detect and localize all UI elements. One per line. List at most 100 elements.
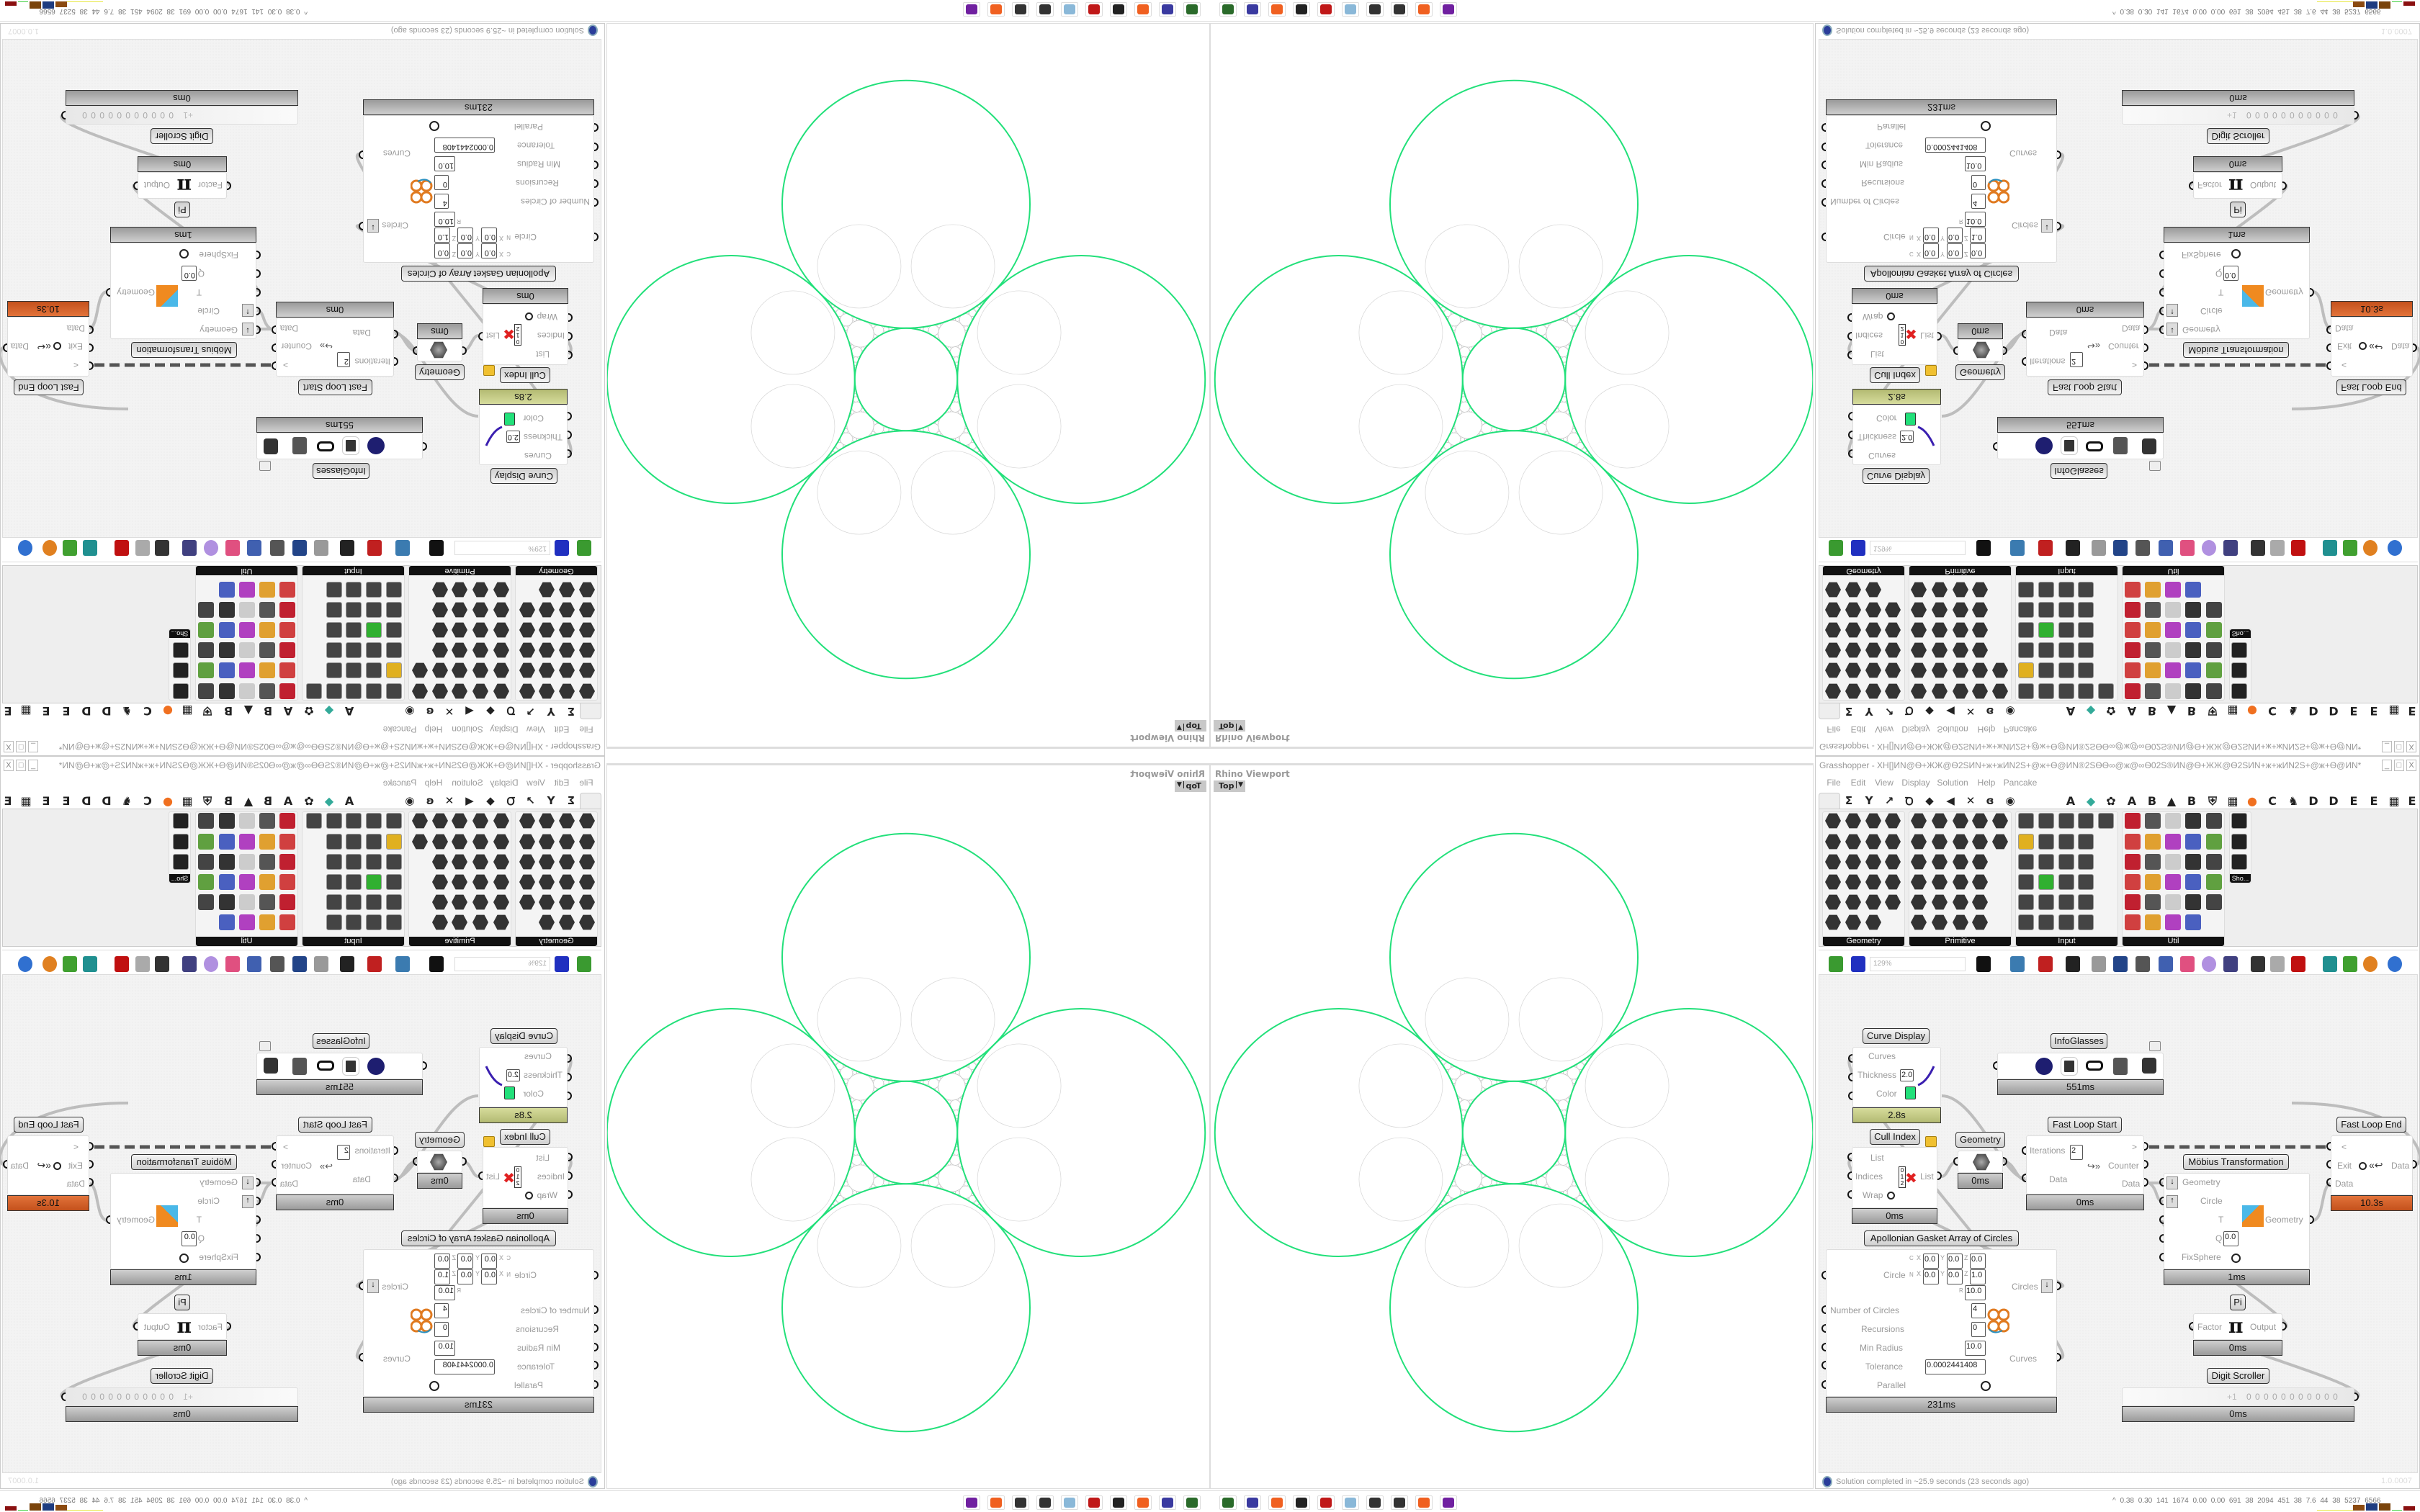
tab-plugin-icon[interactable]: ⛨ [2208,794,2218,808]
geometry-param-component[interactable] [1958,339,2003,361]
input-port[interactable] [1847,1153,1852,1161]
maths-icon[interactable]: Σ [1845,794,1853,807]
grid-icon[interactable] [2061,436,2078,455]
new-file-icon[interactable] [1829,956,1843,972]
thickness-value[interactable]: 2.0 [1900,431,1914,443]
ribbon-component-icon[interactable] [2185,914,2201,930]
chevron-down-icon[interactable]: ▼ [1236,781,1243,788]
ribbon-component-icon[interactable] [2018,914,2034,930]
taskbar-app-button[interactable] [1317,2,1335,17]
glasses-icon[interactable] [2086,1061,2103,1071]
mobius-label[interactable]: Möbius Transformation [2183,342,2289,358]
transform-icon[interactable]: ɞ [1986,794,1994,807]
shaded-icon[interactable] [2251,956,2265,972]
ribbon-component-icon[interactable] [2078,874,2094,890]
input-port[interactable] [1821,198,1826,207]
output-port[interactable] [359,1353,363,1362]
geometry-param-component[interactable] [417,339,462,361]
glasses-icon[interactable] [317,441,334,451]
ribbon-component-icon[interactable] [2206,874,2222,890]
ribbon-component-icon[interactable] [1972,914,1988,930]
q-value[interactable]: 0.0 [182,1231,197,1246]
input-port[interactable] [2326,1142,2331,1151]
ribbon-component-icon[interactable] [2038,914,2054,930]
ribbon-component-icon[interactable] [2165,813,2181,829]
toggle-icon[interactable] [179,1254,189,1263]
fast-loop-start-label[interactable]: Fast Loop Start [2048,379,2122,395]
ribbon-component-icon[interactable] [1953,813,1968,829]
ribbon-component-icon[interactable] [1865,894,1881,910]
ribbon-component-icon[interactable] [1932,874,1948,890]
curve-display-label[interactable]: Curve Display [490,468,557,484]
input-port[interactable] [1848,412,1852,420]
bake-icon[interactable] [2066,956,2080,972]
taskbar-app-button[interactable] [1366,2,1384,17]
pi-component[interactable]: Factor π Output [138,172,227,199]
tab-plugin-b[interactable]: B [2187,794,2197,808]
normal-y-field[interactable]: 0.0 [1947,1269,1963,1284]
input-port[interactable] [1821,1324,1826,1333]
output-port[interactable] [3,1160,7,1169]
digit-scroller-label[interactable]: Digit Scroller [151,128,213,144]
glasses-icon[interactable] [317,1061,334,1071]
ribbon-component-icon[interactable] [1865,854,1881,870]
taskbar-app-button[interactable] [1415,2,1433,17]
input-port[interactable] [2022,1146,2026,1155]
taskbar-app-button[interactable] [1110,1495,1127,1510]
input-port[interactable] [2326,1178,2331,1187]
taskbar-app-button[interactable] [963,2,980,17]
output-port[interactable] [2310,1215,2314,1224]
cabinet-icon[interactable] [2113,437,2128,454]
output-port[interactable] [1937,1171,1942,1180]
output-port[interactable] [61,111,66,120]
ribbon-component-icon[interactable] [2078,894,2094,910]
ribbon-component-icon[interactable] [2125,813,2141,829]
tab-plugin-icon[interactable]: ♞ [2287,794,2299,808]
output-port[interactable] [413,346,417,355]
geometry-param-component[interactable] [1958,1151,2003,1173]
infoglasses-component[interactable] [256,1053,423,1079]
input-port[interactable] [1953,1157,1958,1166]
help-box-icon[interactable] [2180,956,2195,972]
taskbar-app-button[interactable] [1268,2,1286,17]
sphere-blue-icon[interactable] [2388,956,2402,972]
input-port[interactable] [1847,313,1852,322]
apollonian-label[interactable]: Apollonian Gasket Array of Circles [1864,1230,2019,1246]
ribbon-component-icon[interactable] [2185,894,2201,910]
normal-y-field[interactable]: 0.0 [1947,228,1963,243]
thickness-value[interactable]: 2.0 [506,431,520,443]
menu-pancake[interactable]: Pancake [2003,778,2038,788]
curve-display-component[interactable]: Curves Thickness 2.0 Color [1852,405,1941,465]
ribbon-component-icon[interactable] [1885,894,1901,910]
ribbon-component-icon[interactable] [2125,874,2141,890]
pi-component[interactable]: Factor π Output [2193,172,2282,199]
gha-icon[interactable] [2113,956,2128,972]
ribbon-component-icon[interactable] [1932,834,1948,850]
iterations-value[interactable]: 2 [2070,352,2083,367]
normal-x-field[interactable]: 0.0 [481,228,497,243]
curve-display-label[interactable]: Curve Display [490,1028,557,1044]
mobius-label[interactable]: Möbius Transformation [2183,1154,2289,1170]
infoglasses-component[interactable] [1997,433,2164,459]
input-port[interactable] [2189,1322,2193,1331]
rhino-viewport[interactable]: Rhino Viewport Top ▼ [606,763,1210,1489]
curve-icon[interactable]: Ꝺ [1905,795,1914,808]
apollonian-label[interactable]: Apollonian Gasket Array of Circles [401,266,556,282]
apollonian-label[interactable]: Apollonian Gasket Array of Circles [1864,266,2019,282]
tab-plugin-a[interactable]: A [2066,794,2076,808]
normal-z-field[interactable]: 1.0 [1970,1269,1986,1284]
tab-plugin-e[interactable]: E [2349,794,2358,808]
normal-x-field[interactable]: 0.0 [481,1269,497,1284]
ribbon-component-icon[interactable] [2165,834,2181,850]
ribbon-component-icon[interactable] [1953,874,1968,890]
save-icon[interactable] [1851,956,1865,972]
menu-view[interactable]: View [1875,778,1894,788]
zoom-field[interactable]: 129% [1870,957,1966,971]
menu-display[interactable]: Display [1901,778,1930,788]
ribbon-component-icon[interactable] [2058,834,2074,850]
ribbon-component-icon[interactable] [1845,874,1861,890]
taskbar-app-button[interactable] [1219,2,1237,17]
input-port[interactable] [1847,332,1852,341]
input-port[interactable] [2326,325,2331,334]
normal-z-field[interactable]: 1.0 [1970,228,1986,243]
